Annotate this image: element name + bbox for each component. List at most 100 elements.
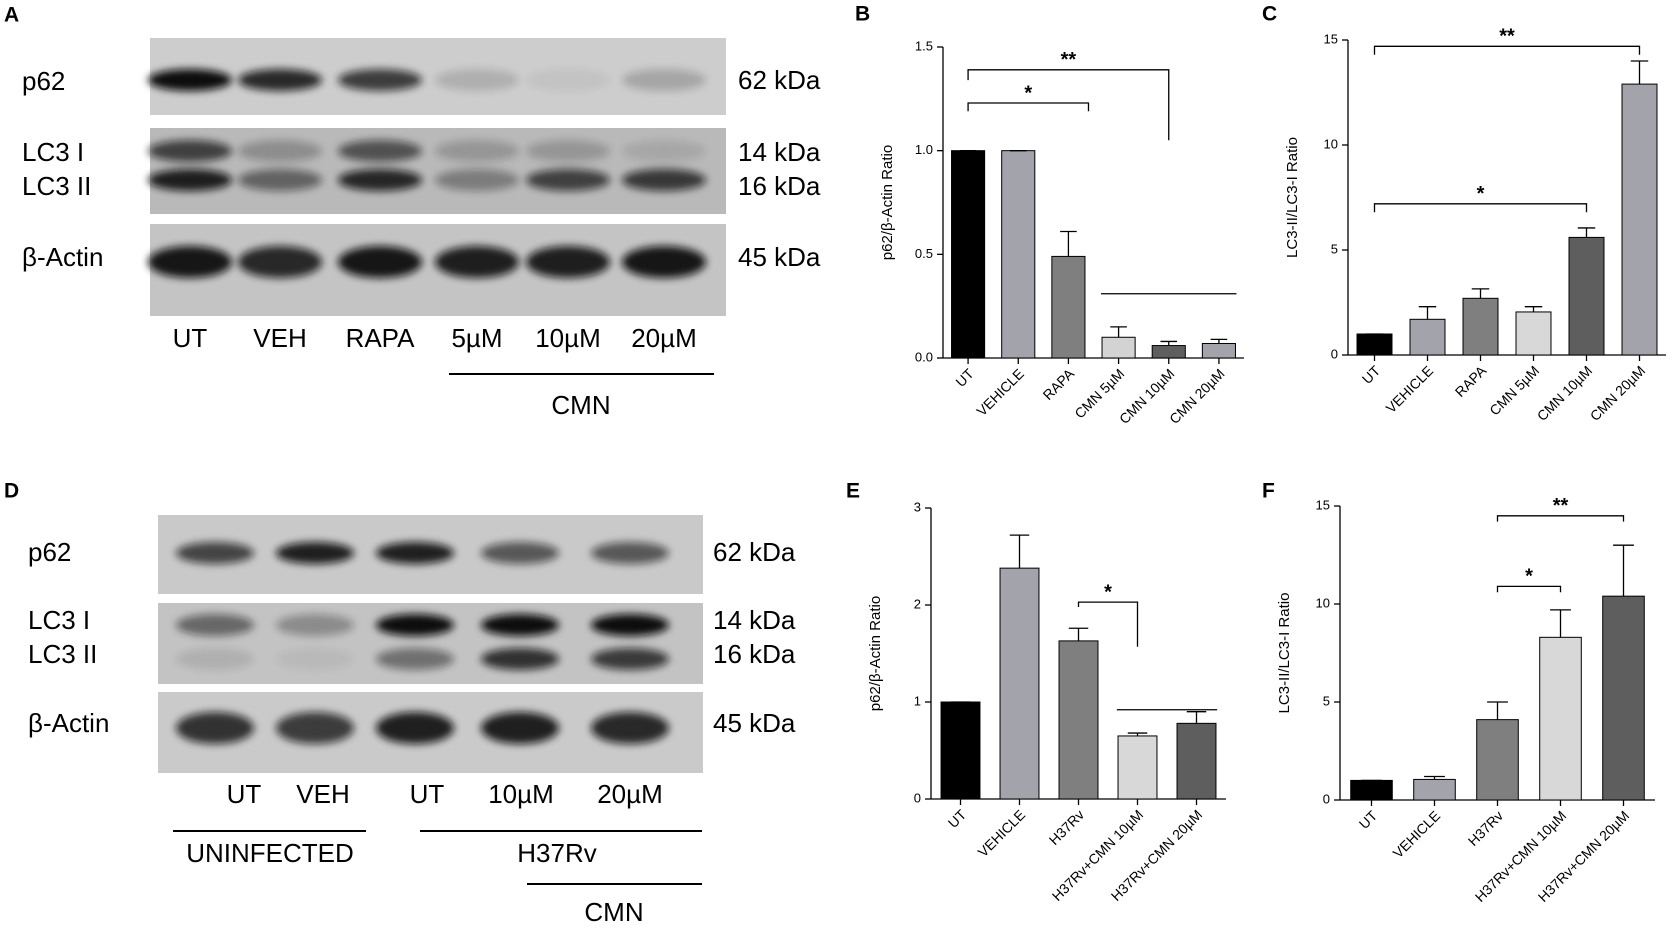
group-label: CMN	[551, 390, 610, 420]
blot-band	[526, 140, 610, 162]
size-label: 16 kDa	[738, 171, 821, 201]
blot-band	[622, 69, 706, 91]
bar	[1476, 719, 1519, 801]
error-bar	[1110, 326, 1127, 338]
significance-label: *	[1104, 581, 1112, 603]
bar	[1539, 636, 1582, 801]
group-label: H37Rv	[517, 838, 596, 868]
error-bar	[1009, 534, 1030, 569]
y-axis-label: LC3-II/LC3-I Ratio	[1284, 137, 1301, 258]
blot-band	[338, 169, 422, 191]
error-bar	[1630, 60, 1649, 85]
bar	[1101, 336, 1136, 359]
blot-band	[622, 246, 706, 278]
y-tick-label: 0	[914, 790, 921, 805]
lane-label: VEH	[253, 323, 306, 353]
blot-band	[526, 246, 610, 278]
error-bar	[1424, 775, 1445, 780]
error-bar	[1418, 306, 1437, 320]
significance-label: *	[1477, 183, 1485, 205]
blot-band	[148, 246, 232, 278]
blot-band	[591, 542, 669, 564]
lane-label: 10µM	[488, 779, 554, 809]
x-tick-label: VEHICLE	[975, 806, 1029, 860]
blot-band	[526, 169, 610, 191]
significance-bracket	[1077, 601, 1139, 647]
blot-band	[238, 246, 322, 278]
panel-label: E	[846, 480, 860, 503]
bar	[1151, 345, 1186, 359]
blot-band	[148, 140, 232, 162]
lane-label: 10µM	[535, 323, 601, 353]
lane-label: 5µM	[451, 323, 502, 353]
y-tick-label: 2	[914, 596, 921, 611]
bar	[1409, 318, 1446, 356]
y-tick-label: 15	[1316, 497, 1330, 512]
blot-band	[176, 542, 254, 564]
row-label: β-Actin	[22, 242, 103, 272]
blot-band	[176, 712, 254, 744]
blot-band	[376, 542, 454, 564]
panel-label: C	[1262, 3, 1277, 26]
error-bar	[1487, 701, 1508, 720]
panel-label: F	[1262, 480, 1275, 503]
x-tick-label: UT	[945, 806, 970, 831]
blot-band	[435, 69, 519, 91]
blot-band	[238, 140, 322, 162]
error-bar	[1524, 306, 1543, 312]
blot-band	[591, 712, 669, 744]
y-tick-label: 1	[914, 693, 921, 708]
blot-band	[176, 614, 254, 636]
blot-band	[481, 542, 559, 564]
lane-label: VEH	[296, 779, 349, 809]
row-label: p62	[28, 537, 71, 567]
significance-bracket	[967, 102, 1090, 112]
blot-band	[338, 246, 422, 278]
blot-band	[276, 648, 354, 670]
bar	[1568, 236, 1605, 356]
x-tick-label: CMN 20µM	[1587, 362, 1649, 424]
bar	[999, 567, 1040, 800]
bar	[1058, 640, 1099, 800]
blot-band	[338, 69, 422, 91]
blot-band	[622, 169, 706, 191]
blot-band	[622, 140, 706, 162]
significance-bracket	[1496, 585, 1562, 593]
y-tick-label: 0.0	[915, 349, 933, 364]
blot-band	[526, 69, 610, 91]
blot-band	[435, 246, 519, 278]
y-tick-label: 10	[1316, 595, 1330, 610]
bar	[1051, 255, 1086, 359]
blot-band	[481, 614, 559, 636]
blot-band	[238, 169, 322, 191]
bar	[940, 701, 981, 800]
blot-band	[276, 712, 354, 744]
blot-strip	[150, 128, 726, 214]
bar	[1117, 735, 1158, 800]
error-bar	[1127, 732, 1148, 736]
significance-label: *	[1525, 566, 1533, 588]
blot-band	[276, 614, 354, 636]
blot-band	[591, 648, 669, 670]
x-tick-label: RAPA	[1040, 365, 1078, 403]
significance-label: *	[1024, 82, 1032, 104]
y-axis-label: p62/β-Actin Ratio	[867, 596, 884, 711]
row-label: LC3 II	[28, 639, 97, 669]
error-bar	[1068, 627, 1089, 641]
error-bar	[1210, 338, 1228, 344]
blot-band	[481, 648, 559, 670]
blot-band	[591, 614, 669, 636]
lane-label: UT	[227, 779, 262, 809]
blot-band	[376, 614, 454, 636]
x-tick-label: VEHICLE	[973, 365, 1027, 419]
bar	[1201, 342, 1236, 359]
size-label: 62 kDa	[713, 537, 796, 567]
row-label: p62	[22, 66, 65, 96]
significance-label: **	[1061, 49, 1077, 71]
significance-bracket	[1373, 203, 1588, 213]
error-bar	[1160, 340, 1178, 346]
error-bar	[1186, 711, 1207, 724]
bar	[1602, 595, 1645, 801]
